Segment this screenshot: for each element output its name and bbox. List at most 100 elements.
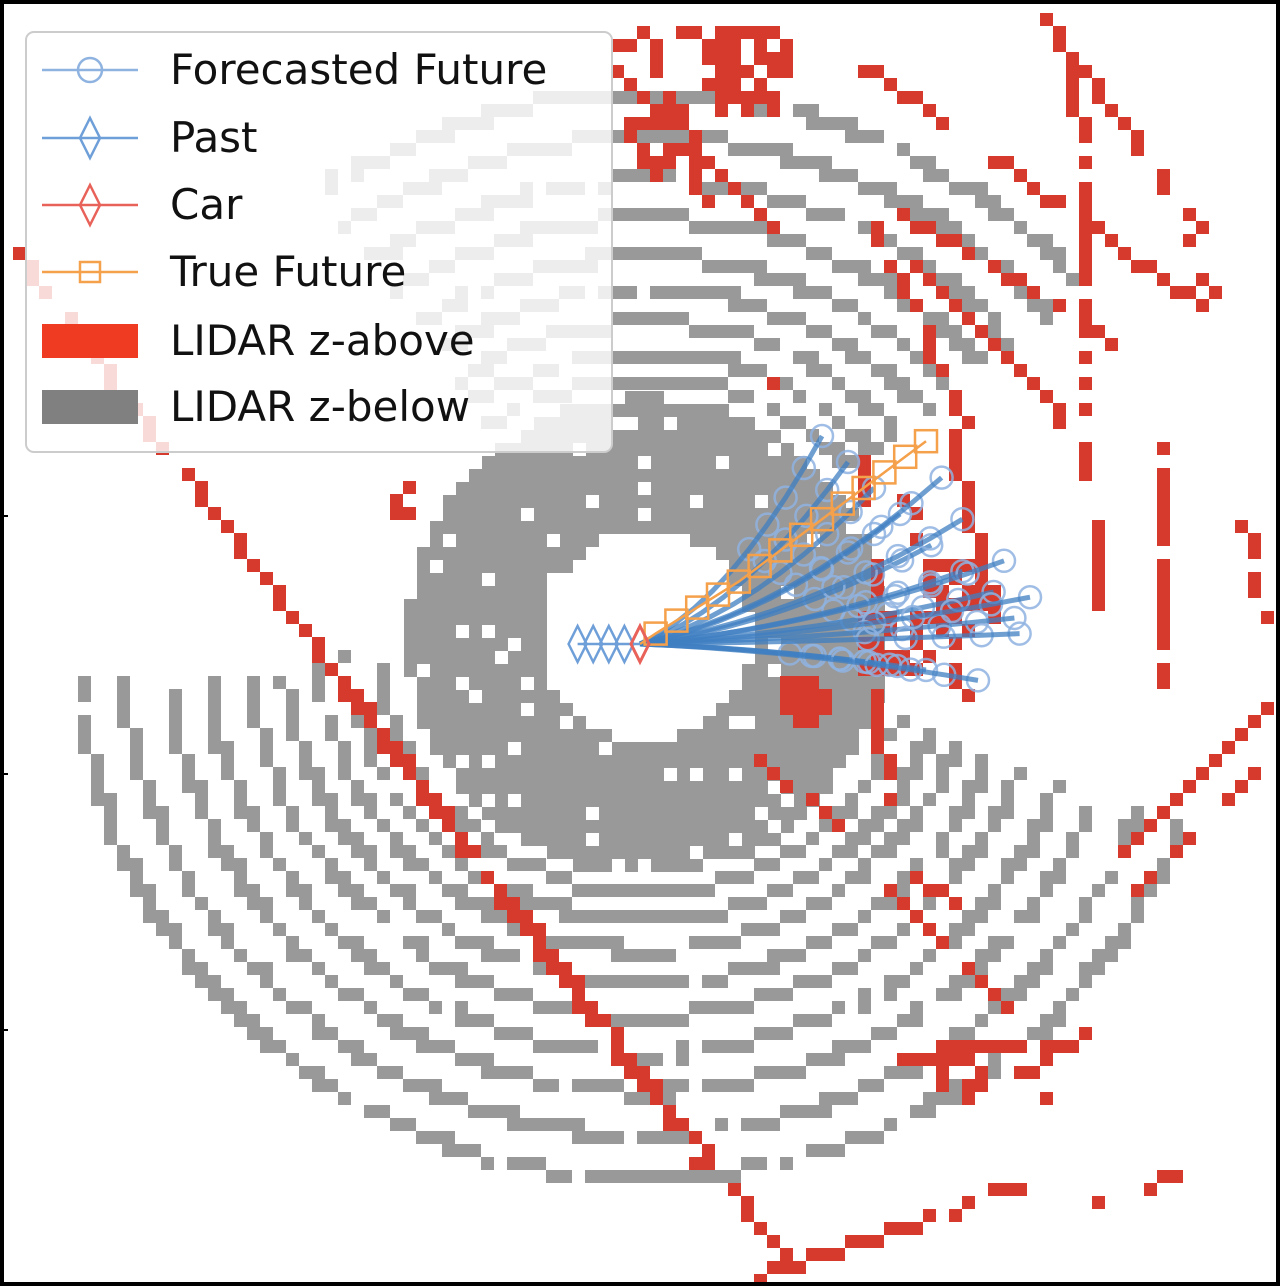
lidar-below-point (377, 910, 390, 923)
lidar-below-point (715, 221, 728, 234)
lidar-below-point (949, 923, 962, 936)
lidar-below-point (455, 936, 468, 949)
lidar-below-point (793, 390, 806, 403)
lidar-below-point (351, 988, 364, 1001)
lidar-below-point (703, 469, 716, 482)
lidar-below-point (534, 729, 547, 742)
lidar-below-point (534, 612, 547, 625)
lidar-above-point (845, 1235, 858, 1248)
lidar-below-point (286, 819, 299, 832)
lidar-below-point (495, 807, 508, 820)
lidar-below-point (481, 936, 494, 949)
lidar-below-point (482, 560, 495, 573)
lidar-below-point (793, 273, 806, 286)
lidar-below-point (586, 508, 599, 521)
lidar-below-point (533, 1079, 546, 1092)
lidar-below-point (858, 442, 871, 455)
lidar-below-point (638, 521, 651, 534)
lidar-below-point (832, 845, 845, 858)
lidar-below-point (703, 443, 716, 456)
lidar-below-point (403, 845, 416, 858)
forecast-point (918, 573, 944, 598)
lidar-below-point (1040, 1027, 1053, 1040)
lidar-below-point (534, 469, 547, 482)
lidar-below-point (767, 962, 780, 975)
lidar-above-point (221, 520, 234, 533)
lidar-below-point (768, 690, 781, 703)
forecast-point (814, 477, 840, 503)
forecast-point (950, 506, 975, 532)
lidar-above-point (1092, 533, 1105, 546)
lidar-below-point (559, 936, 572, 949)
lidar-below-point (742, 677, 755, 690)
lidar-above-point (1079, 130, 1092, 143)
lidar-below-point (936, 273, 949, 286)
lidar-below-point (702, 130, 715, 143)
lidar-below-point (468, 819, 481, 832)
lidar-below-point (949, 286, 962, 299)
lidar-above-point (637, 143, 650, 156)
lidar-above-point (832, 819, 845, 832)
lidar-above-point (793, 1261, 806, 1274)
lidar-below-point (949, 819, 962, 832)
lidar-below-point (703, 729, 716, 742)
lidar-below-point (455, 975, 468, 988)
lidar-below-point (742, 703, 755, 716)
lidar-below-point (949, 221, 962, 234)
lidar-below-point (572, 1040, 585, 1053)
lidar-below-point (482, 664, 495, 677)
forecast-point (821, 574, 846, 600)
lidar-below-point (221, 988, 234, 1001)
lidar-below-point (650, 949, 663, 962)
lidar-above-point (871, 715, 884, 728)
lidar-below-point (481, 910, 494, 923)
lidar-above-point (1053, 26, 1066, 39)
lidar-below-point (728, 871, 741, 884)
lidar-below-point (508, 651, 521, 664)
lidar-below-point (1079, 975, 1092, 988)
lidar-below-point (430, 716, 443, 729)
lidar-below-point (312, 1066, 325, 1079)
lidar-below-point (351, 1053, 364, 1066)
lidar-below-point (338, 832, 351, 845)
lidar-below-point (195, 975, 208, 988)
lidar-above-point (949, 1209, 962, 1222)
lidar-below-point (547, 547, 560, 560)
lidar-below-point (819, 364, 832, 377)
lidar-below-point (728, 299, 741, 312)
lidar-below-point (456, 586, 469, 599)
lidar-below-point (182, 754, 195, 767)
lidar-below-point (638, 768, 651, 781)
lidar-below-point (689, 247, 702, 260)
lidar-below-point (508, 560, 521, 573)
lidar-above-point (1157, 637, 1170, 650)
lidar-below-point (429, 962, 442, 975)
lidar-below-point (676, 1170, 689, 1183)
lidar-above-point (689, 1131, 702, 1144)
lidar-below-point (637, 312, 650, 325)
lidar-below-point (534, 573, 547, 586)
lidar-above-point (806, 793, 819, 806)
lidar-above-point (754, 91, 767, 104)
lidar-below-point (755, 443, 768, 456)
lidar-below-point (377, 676, 390, 689)
lidar-below-point (481, 832, 494, 845)
lidar-below-point (858, 910, 871, 923)
lidar-below-point (767, 195, 780, 208)
lidar-below-point (806, 1105, 819, 1118)
lidar-below-point (975, 949, 988, 962)
lidar-below-point (677, 807, 690, 820)
lidar-below-point (494, 988, 507, 1001)
lidar-above-point (806, 676, 819, 689)
lidar-below-point (273, 858, 286, 871)
lidar-below-point (884, 377, 897, 390)
lidar-below-point (819, 975, 832, 988)
legend-item-lidar-below: LIDAR z-below (42, 382, 470, 431)
lidar-below-point (923, 156, 936, 169)
lidar-below-point (1053, 780, 1066, 793)
lidar-below-point (312, 689, 325, 702)
lidar-below-point (612, 469, 625, 482)
lidar-above-point (416, 780, 429, 793)
lidar-below-point (988, 1053, 1001, 1066)
